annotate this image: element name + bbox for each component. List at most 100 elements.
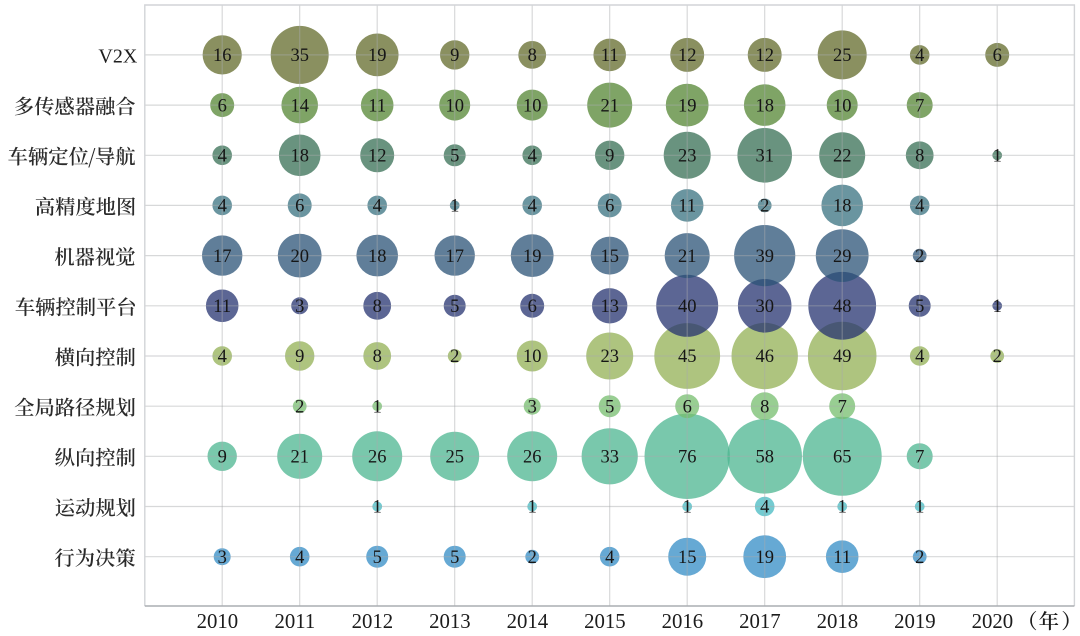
svg-text:1: 1 (993, 147, 1002, 167)
svg-text:3: 3 (528, 397, 537, 417)
svg-text:2012: 2012 (352, 610, 394, 633)
svg-text:30: 30 (755, 297, 774, 317)
svg-text:35: 35 (290, 46, 309, 66)
svg-text:1: 1 (683, 498, 692, 518)
svg-text:6: 6 (218, 96, 227, 116)
svg-text:2011: 2011 (274, 610, 315, 633)
svg-text:4: 4 (915, 197, 924, 217)
svg-text:9: 9 (605, 147, 614, 167)
svg-text:33: 33 (600, 448, 619, 468)
svg-text:18: 18 (833, 197, 852, 217)
svg-text:25: 25 (445, 448, 464, 468)
svg-text:11: 11 (678, 197, 696, 217)
svg-text:6: 6 (528, 297, 537, 317)
svg-text:8: 8 (915, 147, 924, 167)
svg-text:76: 76 (678, 448, 697, 468)
svg-text:8: 8 (528, 46, 537, 66)
svg-text:2019: 2019 (894, 610, 936, 633)
svg-text:4: 4 (295, 548, 304, 568)
svg-text:48: 48 (833, 297, 852, 317)
svg-text:45: 45 (678, 347, 697, 367)
svg-text:11: 11 (833, 548, 851, 568)
svg-text:26: 26 (368, 448, 387, 468)
svg-text:21: 21 (600, 96, 619, 116)
svg-text:23: 23 (600, 347, 619, 367)
svg-text:9: 9 (295, 347, 304, 367)
svg-text:14: 14 (290, 96, 309, 116)
svg-text:2017: 2017 (739, 610, 781, 633)
svg-text:1: 1 (915, 498, 924, 518)
svg-text:11: 11 (213, 297, 231, 317)
svg-text:4: 4 (218, 147, 227, 167)
svg-text:1: 1 (373, 498, 382, 518)
svg-text:5: 5 (373, 548, 382, 568)
svg-text:6: 6 (993, 46, 1002, 66)
svg-text:2020: 2020 (972, 610, 1014, 633)
svg-text:2015: 2015 (584, 610, 626, 633)
svg-text:39: 39 (755, 247, 774, 267)
svg-text:18: 18 (368, 247, 387, 267)
svg-text:3: 3 (218, 548, 227, 568)
svg-text:10: 10 (523, 96, 542, 116)
svg-text:4: 4 (605, 548, 614, 568)
svg-text:11: 11 (368, 96, 386, 116)
svg-text:19: 19 (678, 96, 697, 116)
svg-text:21: 21 (290, 448, 309, 468)
svg-text:2: 2 (993, 347, 1002, 367)
svg-text:49: 49 (833, 347, 852, 367)
svg-text:15: 15 (600, 247, 619, 267)
svg-text:18: 18 (290, 147, 309, 167)
svg-text:5: 5 (450, 548, 459, 568)
svg-text:2016: 2016 (662, 610, 704, 633)
svg-text:2018: 2018 (817, 610, 859, 633)
svg-text:17: 17 (445, 247, 464, 267)
svg-text:5: 5 (605, 397, 614, 417)
svg-text:10: 10 (833, 96, 852, 116)
svg-text:7: 7 (838, 397, 847, 417)
svg-text:8: 8 (373, 347, 382, 367)
svg-text:1: 1 (993, 297, 1002, 317)
svg-text:19: 19 (755, 548, 774, 568)
svg-text:11: 11 (601, 46, 619, 66)
svg-text:2: 2 (915, 548, 924, 568)
svg-text:2: 2 (450, 347, 459, 367)
svg-text:3: 3 (295, 297, 304, 317)
svg-text:1: 1 (528, 498, 537, 518)
svg-text:9: 9 (450, 46, 459, 66)
svg-text:1: 1 (450, 197, 459, 217)
svg-text:5: 5 (450, 297, 459, 317)
svg-text:8: 8 (760, 397, 769, 417)
svg-text:16: 16 (213, 46, 232, 66)
svg-text:12: 12 (678, 46, 697, 66)
svg-text:6: 6 (683, 397, 692, 417)
svg-text:4: 4 (218, 347, 227, 367)
svg-text:25: 25 (833, 46, 852, 66)
svg-text:4: 4 (915, 46, 924, 66)
svg-text:10: 10 (445, 96, 464, 116)
svg-text:65: 65 (833, 448, 852, 468)
svg-text:19: 19 (368, 46, 387, 66)
svg-text:4: 4 (760, 498, 769, 518)
svg-text:20: 20 (290, 247, 309, 267)
svg-text:18: 18 (755, 96, 774, 116)
svg-text:22: 22 (833, 147, 852, 167)
svg-text:19: 19 (523, 247, 542, 267)
svg-text:46: 46 (755, 347, 774, 367)
svg-text:40: 40 (678, 297, 697, 317)
svg-text:6: 6 (605, 197, 614, 217)
svg-text:4: 4 (915, 347, 924, 367)
svg-text:29: 29 (833, 247, 852, 267)
svg-text:1: 1 (838, 498, 847, 518)
svg-text:8: 8 (373, 297, 382, 317)
svg-text:2014: 2014 (507, 610, 549, 633)
svg-text:5: 5 (915, 297, 924, 317)
svg-text:12: 12 (755, 46, 774, 66)
svg-text:4: 4 (528, 197, 537, 217)
svg-text:9: 9 (218, 448, 227, 468)
svg-text:17: 17 (213, 247, 232, 267)
svg-text:31: 31 (755, 147, 774, 167)
svg-text:4: 4 (373, 197, 382, 217)
svg-text:58: 58 (755, 448, 774, 468)
svg-text:12: 12 (368, 147, 387, 167)
svg-text:13: 13 (600, 297, 619, 317)
